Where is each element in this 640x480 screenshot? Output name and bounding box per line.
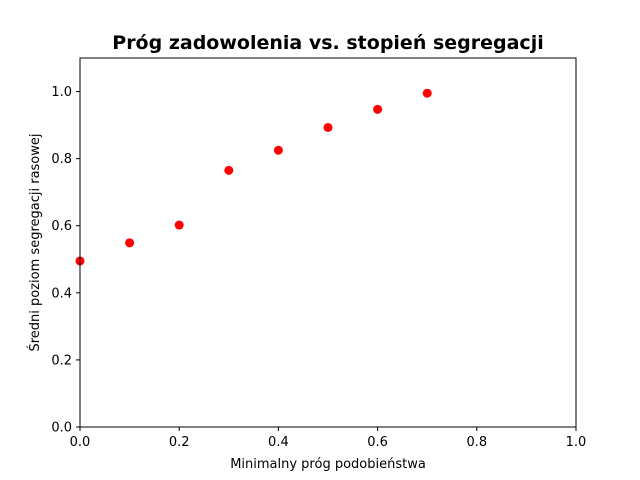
y-axis-ticks: 0.0 0.2 0.4 0.6 0.8 1.0 xyxy=(51,85,80,436)
y-tick-label: 0.6 xyxy=(51,219,72,234)
x-tick-label: 0.0 xyxy=(70,435,91,450)
data-point xyxy=(224,165,234,175)
data-point xyxy=(273,145,283,155)
chart-title: Próg zadowolenia vs. stopień segregacji xyxy=(112,32,543,54)
x-tick-label: 0.4 xyxy=(268,435,289,450)
y-tick-label: 0.8 xyxy=(51,152,72,167)
x-axis-label: Minimalny próg podobieństwa xyxy=(230,457,426,472)
y-tick-label: 0.2 xyxy=(51,353,72,368)
x-tick-label: 0.6 xyxy=(367,435,388,450)
y-axis-label: Średni poziom segregacji rasowej xyxy=(27,133,43,351)
y-tick-label: 0.4 xyxy=(51,286,72,301)
data-point xyxy=(125,238,135,248)
x-tick-label: 0.2 xyxy=(169,435,190,450)
x-tick-label: 0.8 xyxy=(466,435,487,450)
y-tick-label: 0.0 xyxy=(51,421,72,436)
data-point xyxy=(174,220,184,230)
data-point xyxy=(422,88,432,98)
x-axis-ticks: 0.0 0.2 0.4 0.6 0.8 1.0 xyxy=(70,427,587,450)
data-points xyxy=(75,88,432,266)
plot-area-frame xyxy=(79,57,577,428)
x-tick-label: 1.0 xyxy=(566,435,587,450)
data-point xyxy=(373,104,383,114)
data-point xyxy=(323,122,333,132)
y-tick-label: 1.0 xyxy=(51,85,72,100)
